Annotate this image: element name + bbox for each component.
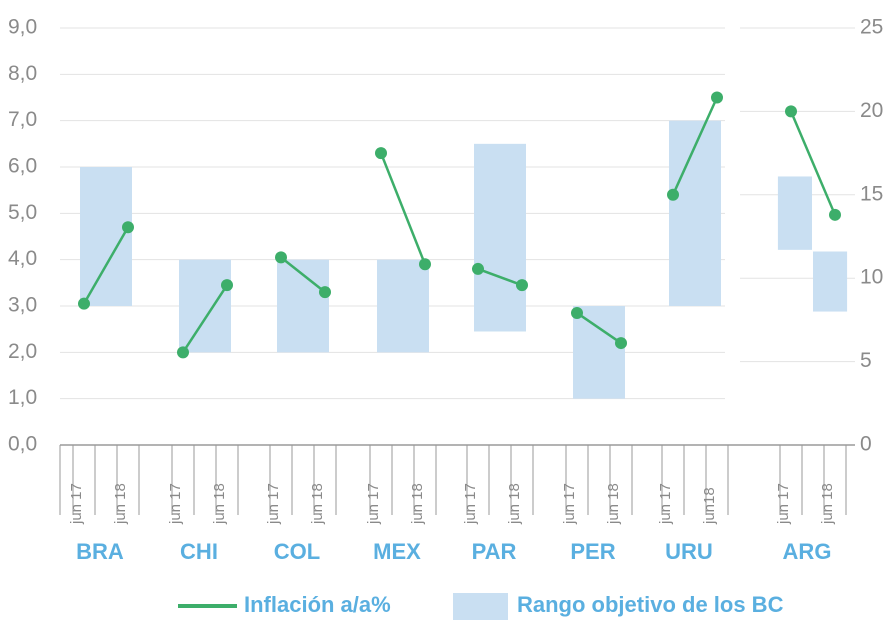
period-label: jun 18 bbox=[605, 483, 622, 525]
inflation-point bbox=[615, 337, 627, 350]
target-range bbox=[377, 259, 429, 353]
period-label: jun 17 bbox=[462, 483, 479, 525]
legend-label: Inflación a/a% bbox=[244, 592, 391, 617]
inflation-point bbox=[275, 251, 287, 264]
inflation-line bbox=[181, 284, 229, 354]
y2-tick-label: 25 bbox=[860, 16, 883, 39]
inflation-point bbox=[177, 346, 189, 359]
inflation-point bbox=[472, 262, 484, 275]
inflation-line bbox=[477, 267, 523, 287]
inflation-line bbox=[671, 96, 719, 196]
group-label: COL bbox=[274, 539, 320, 564]
period-label: jun 17 bbox=[68, 483, 85, 525]
target-range bbox=[573, 306, 625, 399]
inflation-point bbox=[516, 279, 528, 292]
target-range bbox=[669, 120, 721, 307]
inflation-point bbox=[122, 221, 134, 234]
period-label: jun 17 bbox=[561, 483, 578, 525]
period-label: jun 18 bbox=[819, 483, 836, 525]
y2-tick-label: 5 bbox=[860, 349, 872, 372]
target-range bbox=[80, 167, 132, 306]
period-label: jun 17 bbox=[167, 483, 184, 525]
inflation-point bbox=[419, 258, 431, 271]
group-label: PER bbox=[570, 539, 615, 564]
period-label: jun 17 bbox=[265, 483, 282, 525]
group-label: ARG bbox=[783, 539, 832, 564]
y2-tick-label: 15 bbox=[860, 182, 883, 205]
inflation-line bbox=[379, 152, 427, 265]
legend-swatch bbox=[453, 593, 508, 620]
y2-tick-label: 0 bbox=[860, 433, 872, 456]
legend-label: Rango objetivo de los BC bbox=[517, 592, 784, 617]
y-tick-label: 0,0 bbox=[8, 433, 37, 456]
period-label: jun 17 bbox=[657, 483, 674, 525]
y-tick-label: 9,0 bbox=[8, 16, 37, 39]
inflation-point bbox=[711, 91, 723, 104]
group-label: BRA bbox=[76, 539, 124, 564]
period-label: jun18 bbox=[701, 487, 718, 525]
y-tick-label: 8,0 bbox=[8, 62, 37, 85]
y-tick-label: 7,0 bbox=[8, 108, 37, 131]
inflation-point bbox=[829, 208, 841, 221]
inflation-point bbox=[221, 279, 233, 292]
inflation-point bbox=[78, 297, 90, 310]
period-label: jun 18 bbox=[112, 483, 129, 525]
inflation-line bbox=[789, 110, 837, 216]
period-label: jun 17 bbox=[365, 483, 382, 525]
y-tick-label: 4,0 bbox=[8, 247, 37, 270]
y-tick-label: 1,0 bbox=[8, 386, 37, 409]
inflation-point bbox=[375, 147, 387, 160]
y2-tick-label: 20 bbox=[860, 99, 883, 122]
inflation-line bbox=[82, 226, 130, 305]
group-label: URU bbox=[665, 539, 713, 564]
y-tick-label: 3,0 bbox=[8, 294, 37, 317]
y-tick-label: 5,0 bbox=[8, 201, 37, 224]
period-label: jun 17 bbox=[775, 483, 792, 525]
y-tick-label: 2,0 bbox=[8, 340, 37, 363]
target-range bbox=[777, 176, 812, 250]
inflation-point bbox=[571, 306, 583, 319]
target-range bbox=[813, 251, 848, 312]
target-range bbox=[179, 259, 231, 353]
inflation-line bbox=[576, 311, 622, 345]
period-label: jun 18 bbox=[211, 483, 228, 525]
group-label: MEX bbox=[373, 539, 421, 564]
period-label: jun 18 bbox=[309, 483, 326, 525]
inflation-point bbox=[785, 105, 797, 118]
period-label: jun 18 bbox=[506, 483, 523, 525]
inflation-line bbox=[280, 256, 326, 294]
y2-tick-label: 10 bbox=[860, 266, 883, 289]
target-range bbox=[474, 143, 526, 332]
inflation-point bbox=[319, 286, 331, 299]
group-label: PAR bbox=[472, 539, 517, 564]
group-label: CHI bbox=[180, 539, 218, 564]
period-label: jun 18 bbox=[409, 483, 426, 525]
y-tick-label: 6,0 bbox=[8, 155, 37, 178]
inflation-point bbox=[667, 188, 679, 201]
